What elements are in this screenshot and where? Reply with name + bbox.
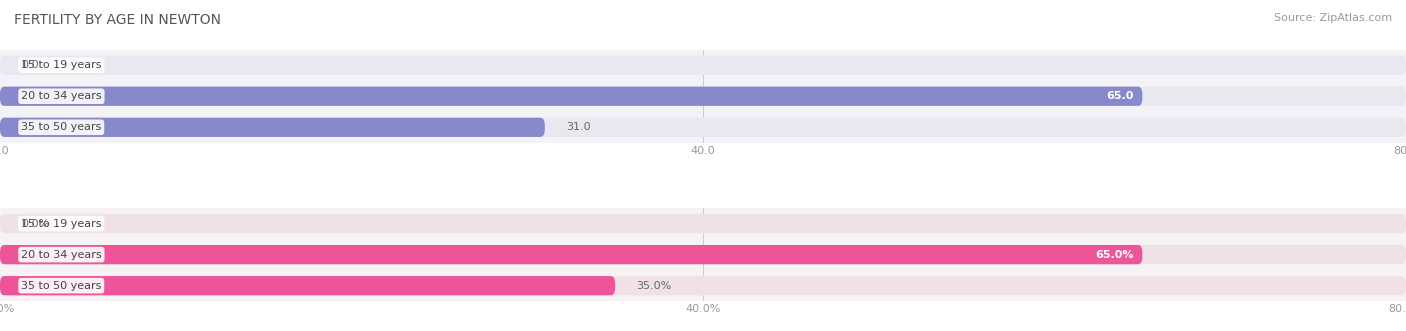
Text: 20 to 34 years: 20 to 34 years <box>21 91 101 101</box>
Text: 35.0%: 35.0% <box>637 281 672 291</box>
Text: 65.0%: 65.0% <box>1095 250 1133 260</box>
Text: 35 to 50 years: 35 to 50 years <box>21 281 101 291</box>
FancyBboxPatch shape <box>0 87 1142 106</box>
Text: 15 to 19 years: 15 to 19 years <box>21 218 101 229</box>
FancyBboxPatch shape <box>0 245 1406 264</box>
Text: 31.0: 31.0 <box>567 122 591 132</box>
Text: 20 to 34 years: 20 to 34 years <box>21 250 101 260</box>
Text: 35 to 50 years: 35 to 50 years <box>21 122 101 132</box>
Text: 0.0: 0.0 <box>21 60 39 70</box>
Text: Source: ZipAtlas.com: Source: ZipAtlas.com <box>1274 13 1392 23</box>
Text: FERTILITY BY AGE IN NEWTON: FERTILITY BY AGE IN NEWTON <box>14 13 221 27</box>
FancyBboxPatch shape <box>0 118 544 137</box>
Text: 0.0%: 0.0% <box>21 218 49 229</box>
FancyBboxPatch shape <box>0 276 616 295</box>
FancyBboxPatch shape <box>0 276 1406 295</box>
Text: 15 to 19 years: 15 to 19 years <box>21 60 101 70</box>
FancyBboxPatch shape <box>0 56 1406 75</box>
FancyBboxPatch shape <box>0 87 1406 106</box>
FancyBboxPatch shape <box>0 118 1406 137</box>
FancyBboxPatch shape <box>0 214 1406 233</box>
Text: 65.0: 65.0 <box>1107 91 1133 101</box>
FancyBboxPatch shape <box>0 245 1142 264</box>
